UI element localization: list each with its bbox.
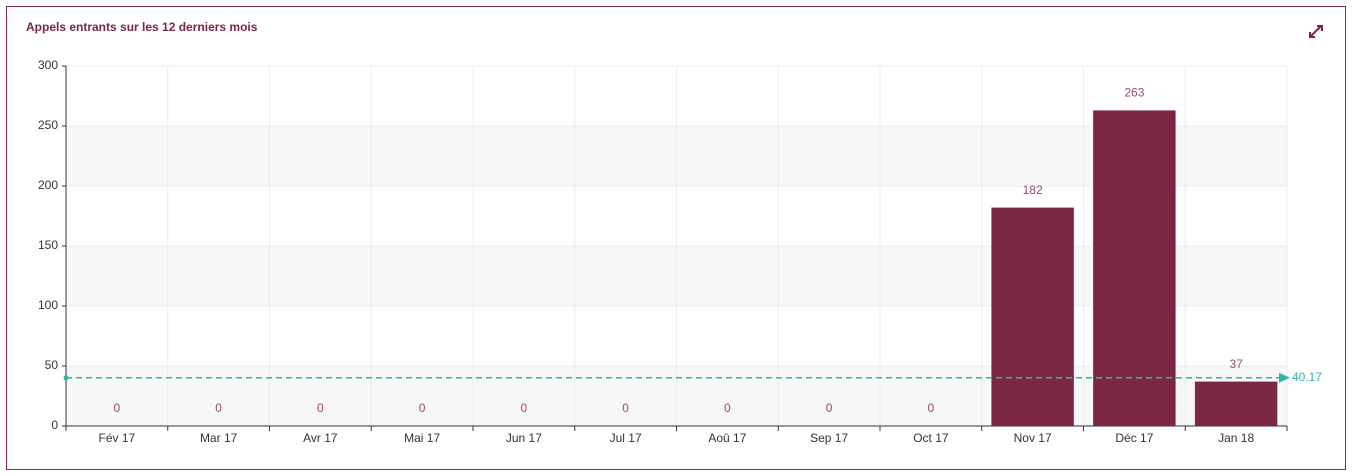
x-tick-label: Jan 18 [1218,431,1254,445]
y-tick-label: 200 [38,178,58,192]
value-label: 0 [114,401,121,415]
x-tick-label: Mar 17 [200,431,238,445]
average-start [63,375,69,381]
value-label: 0 [928,401,935,415]
value-label: 0 [724,401,731,415]
y-tick-label: 50 [45,358,59,372]
x-tick-label: Oct 17 [913,431,949,445]
value-label: 263 [1124,86,1144,100]
value-label: 0 [215,401,222,415]
y-tick-label: 100 [38,298,58,312]
y-tick-label: 250 [38,118,58,132]
chart-title: Appels entrants sur les 12 derniers mois [26,20,258,34]
value-label: 0 [317,401,324,415]
x-tick-label: Jun 17 [506,431,542,445]
bar [1093,110,1176,427]
expand-icon[interactable] [1309,25,1323,38]
y-tick-label: 0 [51,418,58,432]
value-label: 0 [419,401,426,415]
x-tick-label: Sep 17 [810,431,848,445]
value-label: 0 [622,401,629,415]
x-tick-label: Aoû 17 [708,431,746,445]
y-tick-label: 150 [38,238,58,252]
value-label: 0 [826,401,833,415]
bar [1194,381,1278,426]
x-tick-label: Mai 17 [404,431,440,445]
average-arrow [1279,372,1290,383]
x-tick-label: Avr 17 [303,431,338,445]
value-label: 0 [521,401,528,415]
x-tick-label: Fév 17 [99,431,136,445]
value-label: 37 [1229,357,1243,371]
x-tick-label: Jul 17 [610,431,642,445]
x-tick-label: Nov 17 [1014,431,1052,445]
y-tick-label: 300 [38,58,58,72]
average-label: 40.17 [1292,370,1322,384]
bar [991,207,1074,426]
x-tick-label: Déc 17 [1115,431,1153,445]
value-label: 182 [1023,183,1043,197]
